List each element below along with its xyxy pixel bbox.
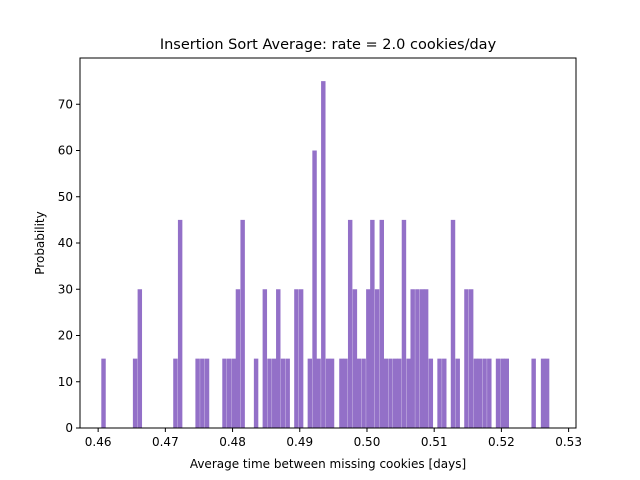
y-tick-label: 50: [58, 190, 73, 204]
histogram-bar: [464, 289, 469, 428]
y-tick-label: 10: [58, 375, 73, 389]
y-tick-label: 40: [58, 236, 73, 250]
histogram-bar: [455, 358, 460, 429]
histogram-bar: [325, 358, 331, 429]
histogram-bar: [137, 289, 143, 428]
histogram-bar: [379, 219, 384, 429]
histogram-bar: [204, 358, 210, 429]
y-tick-label: 20: [58, 329, 73, 343]
histogram-bar: [366, 289, 371, 428]
histogram-bar: [531, 358, 536, 429]
x-axis-ticks: 0.46 0.47 0.48 0.49 0.50 0.51 0.52 0.53: [85, 428, 582, 449]
histogram-bar: [428, 358, 434, 429]
y-tick-label: 30: [58, 282, 73, 296]
histogram-bar: [321, 81, 326, 429]
histogram-bar: [272, 358, 277, 429]
histogram-bar: [231, 358, 237, 429]
histogram-bar: [487, 358, 492, 429]
histogram-bar: [356, 358, 362, 429]
histogram-bar: [437, 358, 442, 429]
histogram-bar: [544, 358, 550, 429]
histogram-bar: [285, 358, 290, 429]
histogram-bar: [383, 358, 389, 429]
histogram-bar: [406, 358, 411, 429]
histogram-bar: [401, 219, 407, 429]
y-tick-label: 0: [65, 421, 73, 435]
x-tick-label: 0.49: [286, 435, 313, 449]
histogram-bar: [329, 358, 335, 429]
histogram-bar: [132, 358, 138, 429]
histogram-bar: [415, 289, 420, 428]
histogram-bar: [280, 358, 286, 429]
histogram-bar: [477, 358, 483, 429]
histogram-bar: [442, 358, 447, 429]
histogram-bar: [195, 358, 200, 429]
x-tick-label: 0.46: [85, 435, 112, 449]
histogram-bar: [222, 358, 227, 429]
histogram-bar: [361, 358, 366, 429]
histogram-bar: [262, 289, 268, 428]
histogram-bar: [316, 358, 321, 429]
histogram-bar: [240, 219, 245, 429]
histogram-bar: [294, 289, 299, 428]
chart-title: Insertion Sort Average: rate = 2.0 cooki…: [160, 37, 497, 53]
histogram-bar: [495, 358, 501, 429]
histogram-bar: [392, 358, 398, 429]
histogram-bar: [500, 358, 505, 429]
x-axis-label: Average time between missing cookies [da…: [190, 457, 466, 471]
histogram-bar: [347, 219, 353, 429]
histogram-bar: [397, 358, 402, 429]
histogram-bar: [504, 358, 509, 429]
histogram-bar: [468, 289, 474, 428]
x-tick-label: 0.52: [488, 435, 515, 449]
histogram-bar: [423, 289, 429, 428]
histogram-bar: [253, 358, 259, 429]
histogram-bar: [177, 219, 183, 429]
x-tick-label: 0.51: [421, 435, 448, 449]
x-tick-label: 0.50: [354, 435, 381, 449]
histogram-bar: [473, 358, 479, 429]
histogram-bar: [540, 358, 546, 429]
histogram-bars: [101, 81, 550, 429]
x-tick-label: 0.53: [555, 435, 582, 449]
histogram-bar: [419, 289, 425, 428]
histogram-bar: [101, 358, 106, 429]
histogram-bar: [267, 358, 272, 429]
histogram-bar: [352, 289, 358, 428]
histogram-bar: [298, 289, 304, 428]
histogram-bar: [312, 150, 317, 428]
histogram-bar: [173, 358, 178, 429]
histogram-bar: [235, 289, 241, 428]
histogram-bar: [226, 358, 232, 429]
histogram-bar: [343, 358, 348, 429]
y-tick-label: 60: [58, 144, 73, 158]
histogram-bar: [410, 289, 415, 428]
y-tick-label: 70: [58, 97, 73, 111]
histogram-bar: [307, 358, 313, 429]
histogram-bar: [370, 219, 375, 429]
histogram-bar: [450, 219, 456, 429]
histogram-bar: [388, 358, 393, 429]
x-tick-label: 0.48: [219, 435, 246, 449]
y-axis-label: Probability: [33, 211, 47, 274]
histogram-bar: [482, 358, 487, 429]
histogram-bar: [276, 289, 281, 428]
histogram-bar: [339, 358, 344, 429]
histogram-bar: [200, 358, 205, 429]
y-axis-ticks: 0 10 20 30 40 50 60 70: [58, 97, 80, 435]
histogram-bar: [374, 289, 380, 428]
x-tick-label: 0.47: [152, 435, 179, 449]
